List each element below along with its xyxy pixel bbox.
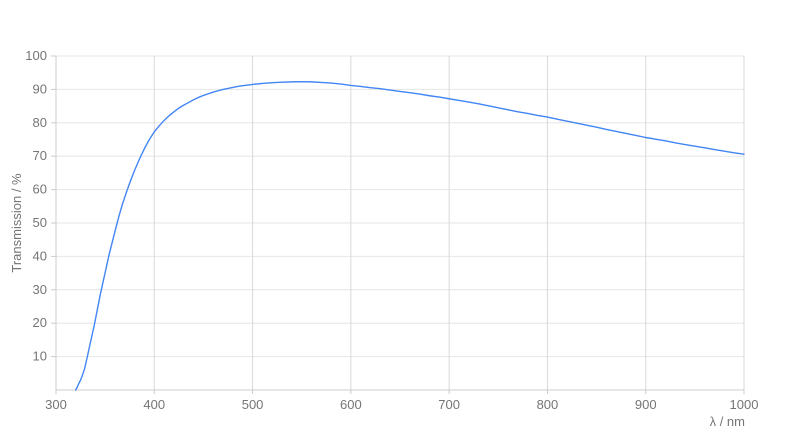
x-tick-label-800: 800 [537,397,559,412]
y-tick-label-20: 20 [33,315,47,330]
x-tick-label-600: 600 [340,397,362,412]
tick-marks [51,55,745,394]
vertical-gridlines [153,56,745,390]
x-tick-label-900: 900 [635,397,657,412]
y-tick-label-100: 100 [25,48,47,63]
y-tick-label-90: 90 [33,81,47,96]
y-tick-label-60: 60 [33,182,47,197]
x-tick-label-1000: 1000 [730,397,759,412]
y-tick-label-70: 70 [33,148,47,163]
y-tick-label-10: 10 [33,349,47,364]
y-tick-label-50: 50 [33,215,47,230]
x-tick-label-700: 700 [438,397,460,412]
horizontal-gridlines [56,55,744,358]
y-tick-label-80: 80 [33,115,47,130]
x-tick-label-400: 400 [143,397,165,412]
y-tick-labels: 10 20 30 40 50 60 70 80 90 100 [25,48,47,364]
x-tick-labels: 300 400 500 600 700 800 900 1000 [45,397,758,412]
y-tick-label-30: 30 [33,282,47,297]
x-tick-label-500: 500 [242,397,264,412]
y-axis-title: Transmission / % [9,173,24,273]
series-line-transmission [74,81,745,391]
y-tick-label-40: 40 [33,248,47,263]
x-tick-label-300: 300 [45,397,67,412]
x-axis-title: λ / nm [710,414,745,429]
series-path-transmission-curve [74,81,745,391]
